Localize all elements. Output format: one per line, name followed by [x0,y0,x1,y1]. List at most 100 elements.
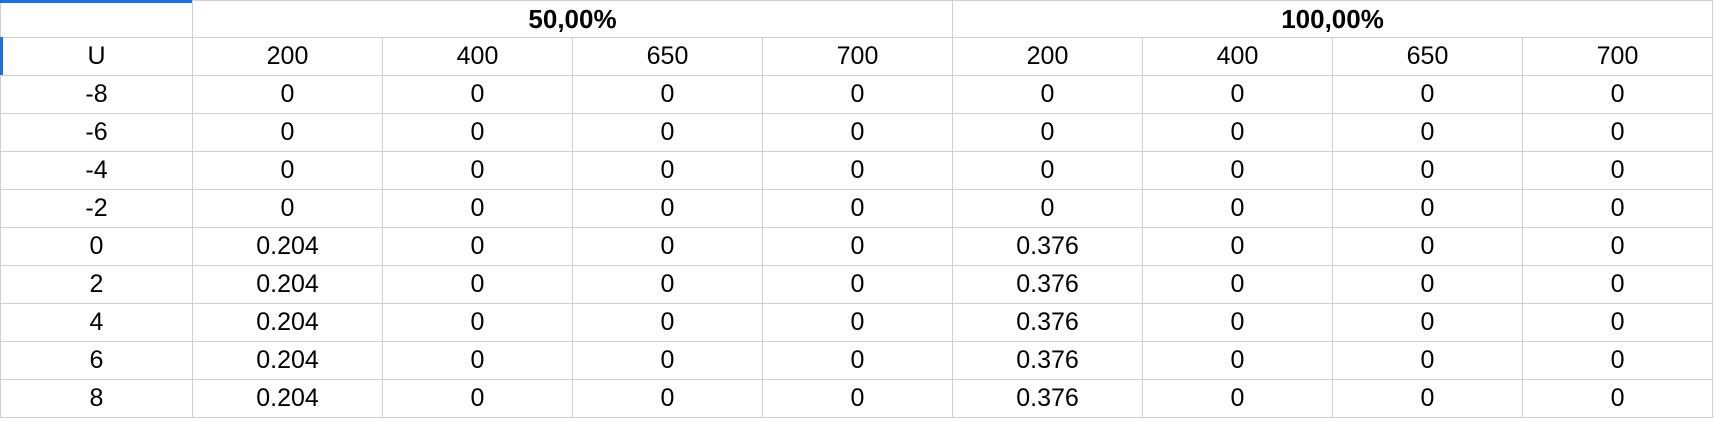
data-cell[interactable]: 0 [1521,75,1714,114]
data-cell[interactable]: 0 [572,75,763,114]
data-cell[interactable]: 0.204 [192,303,383,342]
data-cell[interactable]: 0 [382,303,573,342]
row-label-cell[interactable]: 4 [0,303,193,342]
data-cell[interactable]: 0 [1332,75,1523,114]
data-cell[interactable]: 0 [1142,303,1333,342]
data-cell[interactable]: 0 [382,75,573,114]
data-cell[interactable]: 0.376 [952,265,1143,304]
data-cell[interactable]: 0 [192,75,383,114]
data-cell[interactable]: 0 [1142,227,1333,266]
header-cell[interactable]: 400 [382,37,573,76]
data-cell[interactable]: 0 [1332,189,1523,228]
data-cell[interactable]: 0 [1142,113,1333,152]
data-cell[interactable]: 0 [192,151,383,190]
data-cell[interactable]: 0 [572,379,763,418]
header-cell[interactable]: 700 [1521,37,1714,76]
data-cell[interactable]: 0 [1142,265,1333,304]
data-cell[interactable]: 0 [952,189,1143,228]
data-cell[interactable]: 0 [1332,341,1523,380]
data-cell[interactable]: 0 [1142,189,1333,228]
header-cell[interactable]: 200 [192,37,383,76]
group-header-cell-empty[interactable] [0,0,193,38]
row-label-cell[interactable]: -8 [0,75,193,114]
data-cell[interactable]: 0 [762,75,953,114]
data-cell[interactable]: 0.204 [192,379,383,418]
table-row: 4 0.204 0 0 0 0.376 0 0 0 [0,303,1714,342]
header-cell[interactable]: 700 [762,37,953,76]
data-cell[interactable]: 0 [1142,151,1333,190]
data-cell[interactable]: 0 [1332,113,1523,152]
data-cell[interactable]: 0 [1521,189,1714,228]
data-cell[interactable]: 0 [1521,303,1714,342]
group-header-100[interactable]: 100,00% [951,0,1714,38]
data-cell[interactable]: 0 [382,189,573,228]
data-cell[interactable]: 0.204 [192,227,383,266]
data-cell[interactable]: 0 [1521,341,1714,380]
data-cell[interactable]: 0 [572,227,763,266]
data-cell[interactable]: 0 [572,189,763,228]
data-cell[interactable]: 0.204 [192,341,383,380]
row-label-cell[interactable]: 8 [0,379,193,418]
data-cell[interactable]: 0 [382,113,573,152]
data-cell[interactable]: 0 [762,265,953,304]
data-cell[interactable]: 0 [1521,379,1714,418]
data-cell[interactable]: 0 [1332,303,1523,342]
data-cell[interactable]: 0 [1142,379,1333,418]
data-cell[interactable]: 0 [572,151,763,190]
data-cell[interactable]: 0.376 [952,303,1143,342]
data-cell[interactable]: 0 [1521,113,1714,152]
row-label-cell[interactable]: -4 [0,151,193,190]
data-cell[interactable]: 0 [762,189,953,228]
row-label-cell[interactable]: 2 [0,265,193,304]
data-cell[interactable]: 0 [382,379,573,418]
data-cell[interactable]: 0.376 [952,341,1143,380]
group-header-row: 50,00% 100,00% [0,0,1714,38]
data-cell[interactable]: 0 [382,341,573,380]
row-label-cell[interactable]: -6 [0,113,193,152]
data-cell[interactable]: 0 [762,227,953,266]
data-cell[interactable]: 0 [572,265,763,304]
header-cell-u[interactable]: U [0,37,193,76]
data-cell[interactable]: 0.204 [192,265,383,304]
header-cell[interactable]: 650 [572,37,763,76]
group-header-50[interactable]: 50,00% [192,0,953,38]
data-cell[interactable]: 0 [952,75,1143,114]
data-cell[interactable]: 0 [1332,151,1523,190]
data-cell[interactable]: 0 [1332,265,1523,304]
data-cell[interactable]: 0 [952,113,1143,152]
data-cell[interactable]: 0.376 [952,379,1143,418]
data-cell[interactable]: 0 [382,227,573,266]
data-cell[interactable]: 0 [192,113,383,152]
data-cell[interactable]: 0 [572,341,763,380]
data-cell[interactable]: 0 [1521,265,1714,304]
data-cell[interactable]: 0 [1521,227,1714,266]
data-cell[interactable]: 0 [1332,379,1523,418]
row-label-cell[interactable]: 6 [0,341,193,380]
data-cell[interactable]: 0 [192,189,383,228]
table-row: 2 0.204 0 0 0 0.376 0 0 0 [0,265,1714,304]
data-cell[interactable]: 0 [952,151,1143,190]
data-cell[interactable]: 0 [762,303,953,342]
data-cell[interactable]: 0 [1521,151,1714,190]
header-cell[interactable]: 400 [1142,37,1333,76]
selection-indicator-top [0,0,192,3]
data-cell[interactable]: 0 [762,379,953,418]
data-cell[interactable]: 0 [762,113,953,152]
data-cell[interactable]: 0 [382,151,573,190]
data-cell[interactable]: 0 [382,265,573,304]
data-cell[interactable]: 0 [1142,75,1333,114]
data-cell[interactable]: 0 [762,151,953,190]
header-cell[interactable]: 200 [952,37,1143,76]
data-cell[interactable]: 0 [572,303,763,342]
data-cell[interactable]: 0 [762,341,953,380]
table-row: -4 0 0 0 0 0 0 0 0 [0,151,1714,190]
header-cell[interactable]: 650 [1332,37,1523,76]
data-cell[interactable]: 0 [1142,341,1333,380]
row-label-cell[interactable]: 0 [0,227,193,266]
row-label-cell[interactable]: -2 [0,189,193,228]
data-cell[interactable]: 0 [1332,227,1523,266]
data-cell[interactable]: 0.376 [952,227,1143,266]
data-cell[interactable]: 0 [572,113,763,152]
